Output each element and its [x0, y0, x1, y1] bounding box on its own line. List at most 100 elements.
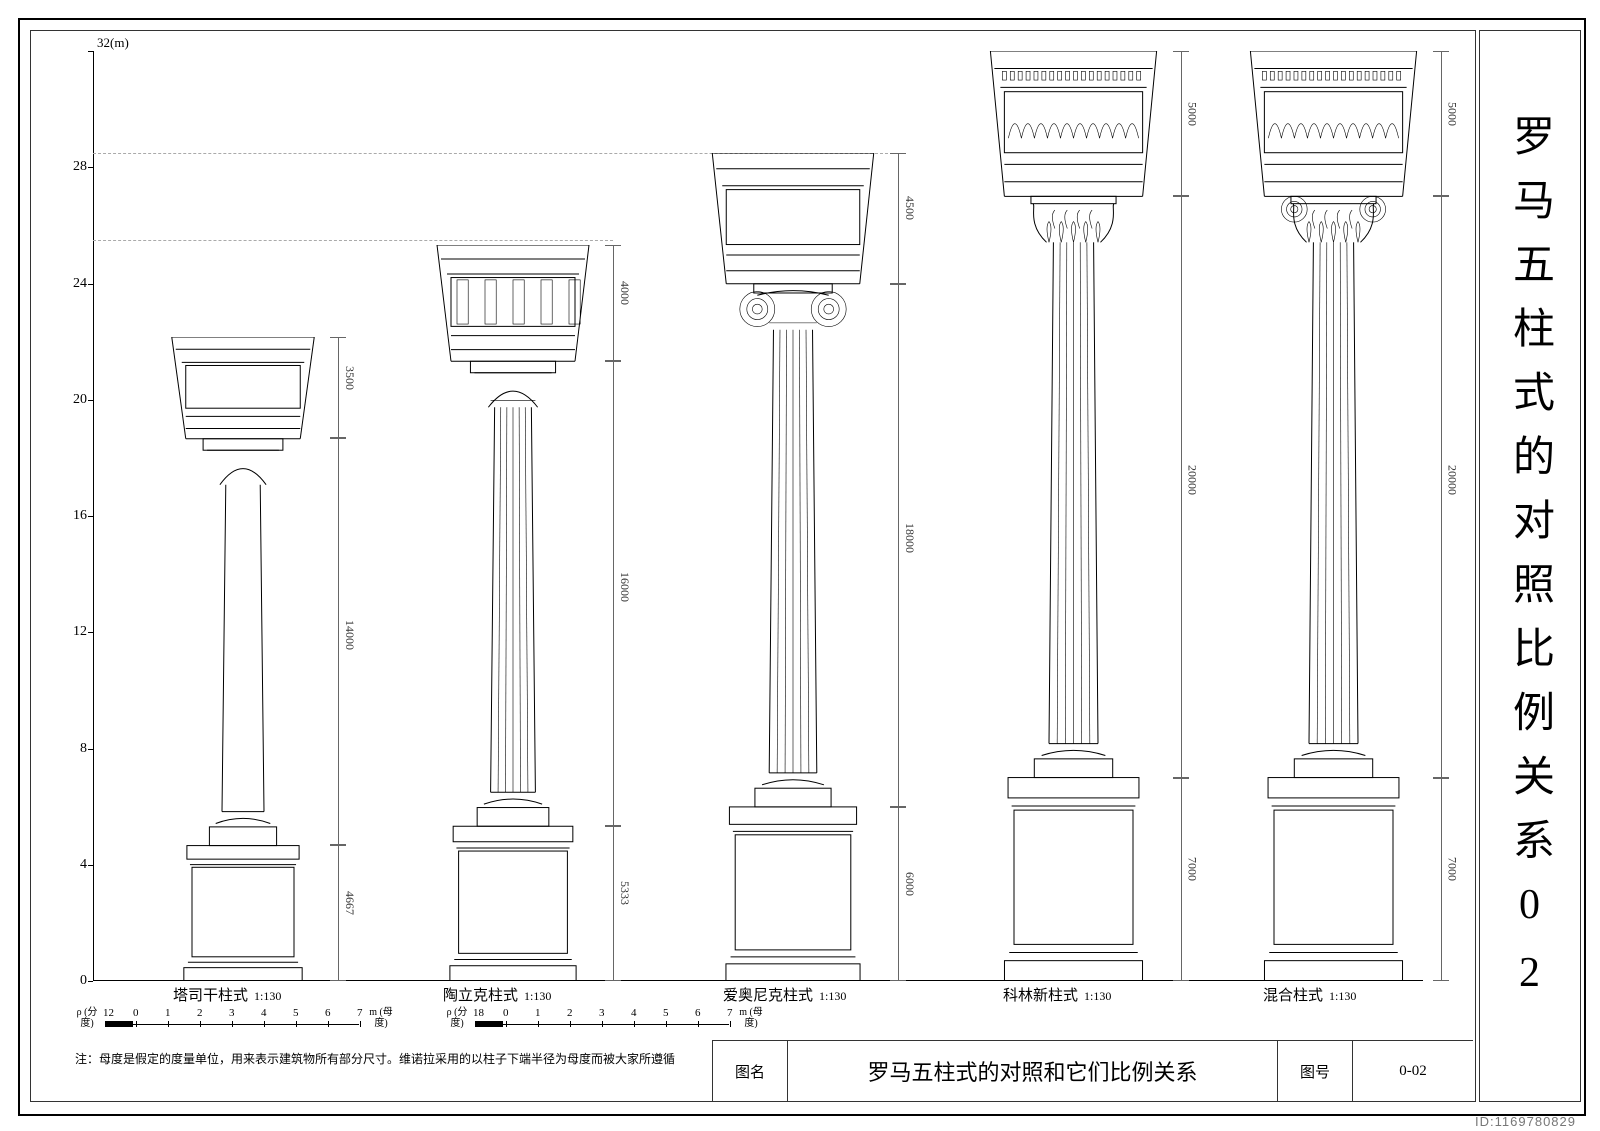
- drawing-sheet: 32(m) 0481216202428塔司干柱式1:13035001400046…: [0, 0, 1600, 1131]
- dimension-value: 4667: [342, 891, 357, 915]
- scale-right-label: m (母度): [369, 1007, 393, 1029]
- dimension: 14000: [330, 438, 358, 845]
- column-scale: 1:130: [524, 989, 551, 1003]
- dimension-value: 6000: [902, 872, 917, 896]
- column-label: 混合柱式1:130: [1263, 984, 1356, 1005]
- dimension-value: 5000: [1445, 102, 1460, 126]
- column-name: 混合柱式: [1263, 988, 1323, 1004]
- scale-tick: 0: [133, 1007, 139, 1019]
- dimension: 4667: [330, 845, 358, 981]
- scale-tick: 4: [631, 1007, 637, 1019]
- dimension: 3500: [330, 337, 358, 439]
- column-corinthian: [986, 51, 1161, 981]
- scale-tick: 3: [229, 1007, 235, 1019]
- vertical-title-strip: 罗马五柱式的对照比例关系02: [1479, 30, 1581, 1102]
- column-name: 陶立克柱式: [443, 988, 518, 1004]
- scale-bar: ρ (分度) 18 0 1 2 3 4 5 6 7 m (母度): [445, 1007, 785, 1039]
- scale-tick: 6: [695, 1007, 701, 1019]
- scale-bar: ρ (分度)1201234567m (母度): [75, 1007, 415, 1039]
- column-name: 爱奥尼克柱式: [723, 988, 813, 1004]
- extent-dashed-line: [93, 240, 613, 241]
- y-tick-mark: [88, 400, 93, 401]
- y-max-label: 32: [97, 35, 110, 50]
- dimension-value: 4000: [617, 281, 632, 305]
- dimension: 4500: [890, 153, 918, 284]
- scale-left-value: 18: [473, 1007, 484, 1019]
- y-tick-label: 8: [57, 741, 87, 757]
- scale-left-label: ρ (分度): [75, 1007, 99, 1029]
- scale-left-value: 12: [103, 1007, 114, 1019]
- column-label: 塔司干柱式 1:130: [173, 984, 281, 1005]
- dimension: 18000: [890, 284, 918, 807]
- column-doric: [433, 245, 593, 981]
- scale-tick: 3: [599, 1007, 605, 1019]
- column-ionic: [708, 153, 878, 981]
- scale-tick: 1: [535, 1007, 541, 1019]
- dimension-value: 16000: [617, 572, 632, 602]
- scale-tick: 2: [197, 1007, 203, 1019]
- y-tick-label: 24: [57, 276, 87, 292]
- column-name: 塔司干柱式: [173, 988, 248, 1004]
- dimension: 16000: [605, 361, 633, 826]
- y-tick-mark: [88, 167, 93, 168]
- dimension-value: 7000: [1445, 857, 1460, 881]
- column-scale: 1:130: [819, 989, 846, 1003]
- y-tick-mark: [88, 981, 93, 982]
- dimension: 5000: [1173, 51, 1201, 196]
- dimension: 7000: [1433, 778, 1461, 981]
- column-label: 陶立克柱式 1:130: [443, 984, 551, 1005]
- title-block-sheet-no: 0-02: [1353, 1041, 1473, 1101]
- dimension-value: 5333: [617, 881, 632, 905]
- column-label: 爱奥尼克柱式 1:130: [723, 984, 846, 1005]
- y-tick-label: 4: [57, 857, 87, 873]
- y-tick-label: 12: [57, 624, 87, 640]
- y-tick-mark: [88, 749, 93, 750]
- dimension-value: 4500: [902, 196, 917, 220]
- scale-tick: 1: [165, 1007, 171, 1019]
- watermark-id: ID:1169780829: [1475, 1114, 1576, 1129]
- dimension-value: 3500: [342, 366, 357, 390]
- y-tick-mark: [88, 51, 93, 52]
- dimension-value: 7000: [1185, 857, 1200, 881]
- title-block: 图名 罗马五柱式的对照和它们比例关系 图号 0-02: [712, 1040, 1473, 1101]
- dimension: 5333: [605, 826, 633, 981]
- dimension-value: 20000: [1445, 465, 1460, 495]
- column-scale: 1:130: [254, 989, 281, 1003]
- scale-tick: 0: [503, 1007, 509, 1019]
- scale-tick: 5: [293, 1007, 299, 1019]
- drawing-area: 32(m) 0481216202428塔司干柱式1:13035001400046…: [30, 30, 1476, 1102]
- column-label: 科林新柱式1:130: [1003, 984, 1111, 1005]
- y-axis-unit: 32(m): [97, 35, 129, 51]
- dimension: 5000: [1433, 51, 1461, 196]
- dimension-value: 20000: [1185, 465, 1200, 495]
- title-block-name-label: 图名: [713, 1041, 788, 1101]
- vertical-title: 罗马五柱式的对照比例关系02: [1500, 114, 1561, 1018]
- scale-tick: 2: [567, 1007, 573, 1019]
- y-tick-mark: [88, 516, 93, 517]
- dimension-value: 14000: [342, 620, 357, 650]
- y-tick-label: 0: [57, 973, 87, 989]
- y-tick-mark: [88, 865, 93, 866]
- scale-tick: 4: [261, 1007, 267, 1019]
- scale-tick: 7: [357, 1007, 363, 1019]
- y-tick-label: 20: [57, 392, 87, 408]
- title-block-sheet-label: 图号: [1278, 1041, 1353, 1101]
- dimension: 4000: [605, 245, 633, 361]
- title-block-name: 罗马五柱式的对照和它们比例关系: [788, 1041, 1278, 1101]
- scale-tick: 7: [727, 1007, 733, 1019]
- dimension: 20000: [1433, 196, 1461, 777]
- dimension: 20000: [1173, 196, 1201, 777]
- scale-left-label: ρ (分度): [445, 1007, 469, 1029]
- y-tick-mark: [88, 632, 93, 633]
- scale-right-label: m (母度): [739, 1007, 763, 1029]
- dimension-value: 5000: [1185, 102, 1200, 126]
- column-name: 科林新柱式: [1003, 988, 1078, 1004]
- scale-tick: 6: [325, 1007, 331, 1019]
- y-tick-label: 16: [57, 508, 87, 524]
- column-composite: [1246, 51, 1421, 981]
- y-tick-mark: [88, 284, 93, 285]
- column-comparison-chart: 32(m) 0481216202428塔司干柱式1:13035001400046…: [93, 51, 1423, 981]
- y-axis: [93, 51, 94, 981]
- scale-tick: 5: [663, 1007, 669, 1019]
- y-tick-label: 28: [57, 159, 87, 175]
